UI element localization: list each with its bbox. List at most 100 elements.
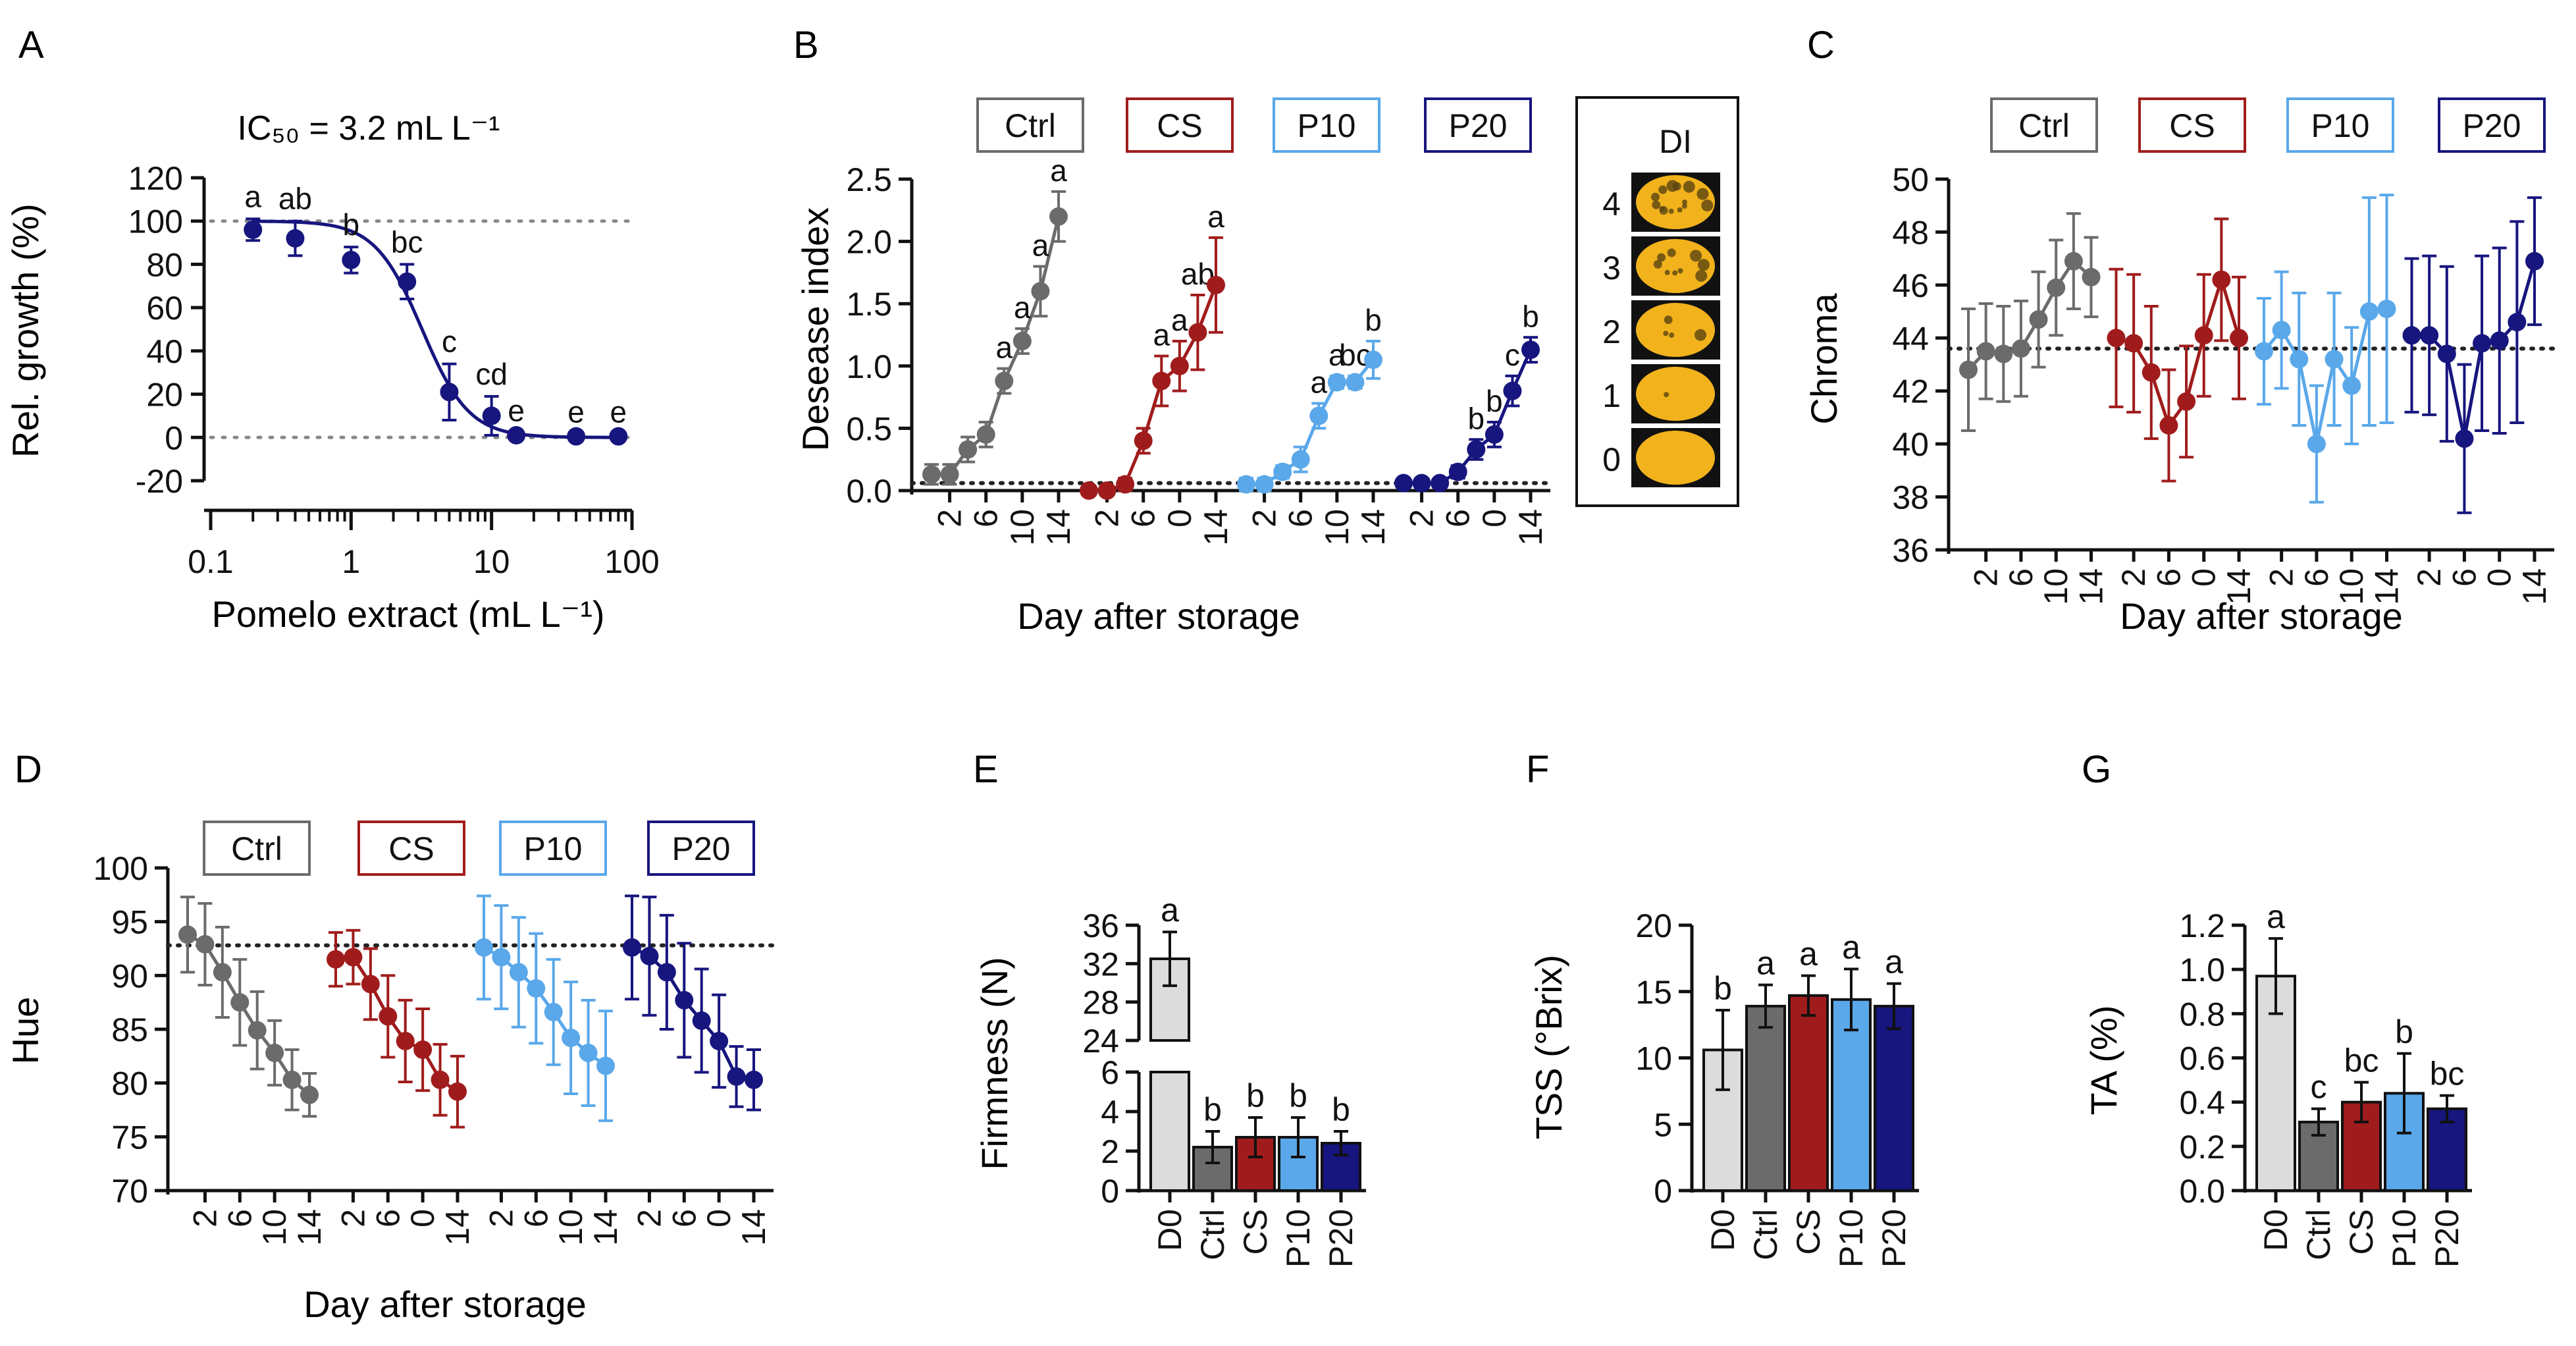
- panel-d-x-tick-label: 6: [666, 1209, 702, 1227]
- panel-c-point-p20: [2525, 252, 2544, 271]
- panel-b-inset-lesion: [1651, 192, 1660, 202]
- panel-g-x-tick-label: D0: [2257, 1209, 2294, 1251]
- panel-b-x-tick-label: 2: [932, 509, 968, 527]
- panel-e-ylabel: Firmness (N): [974, 957, 1015, 1170]
- panel-f-x-tick-label: D0: [1704, 1209, 1741, 1251]
- panel-c-y-tick-label: 46: [1892, 267, 1929, 304]
- panel-g-error-bar: [2311, 1107, 2326, 1137]
- panel-c-xlabel: Day after storage: [2120, 595, 2403, 637]
- panel-b-x-tick-label: 6: [1282, 509, 1319, 527]
- panel-a-x-tick-label: 0.1: [188, 543, 234, 580]
- panel-d-legend-ctrl-label: Ctrl: [231, 830, 282, 867]
- panel-c-x-tick-label: 6: [2446, 568, 2483, 587]
- panel-d-x-tick-label: 2: [631, 1209, 668, 1227]
- panel-b-point-cs: [1097, 481, 1117, 500]
- panel-f-error-bar: [1758, 983, 1773, 1029]
- panel-b-inset-lesion: [1672, 182, 1681, 191]
- panel-b-x-tick-label: 14: [1040, 509, 1077, 546]
- panel-c-x-tick-label: 0: [2481, 568, 2518, 587]
- panel-b-point-cs: [1134, 431, 1153, 450]
- panel-e-error-bar: [1291, 1116, 1305, 1158]
- panel-d-point-ctrl: [230, 993, 250, 1012]
- panel-b-letter-label: c: [1505, 338, 1520, 372]
- panel-c-legend-ctrl-label: Ctrl: [2018, 107, 2070, 144]
- panel-b-inset-lesion: [1664, 315, 1673, 325]
- panel-b-letter-label: a: [1153, 318, 1170, 352]
- panel-d-ylabel: Hue: [5, 997, 46, 1065]
- panel-e-y-tick-label: 6: [1101, 1054, 1119, 1091]
- panel-d-point-ctrl: [248, 1021, 267, 1040]
- panel-b-inset-lesion: [1652, 200, 1661, 209]
- panel-d-point-p20: [692, 1011, 711, 1030]
- panel-d-xlabel: Day after storage: [303, 1283, 587, 1325]
- panel-d-legend-p20-label: P20: [672, 830, 731, 867]
- panel-e-letter-label: b: [1203, 1091, 1222, 1128]
- panel-b-point-cs: [1152, 371, 1171, 390]
- panel-b-x-tick-label: 2: [1089, 509, 1126, 527]
- panel-b-inset-lesion: [1677, 207, 1683, 213]
- panel-e-y-tick-label: 32: [1082, 946, 1119, 983]
- panel-b-x-tick-label: 14: [1355, 509, 1392, 546]
- panel-c-point-ctrl: [1959, 360, 1978, 379]
- panel-g-y-tick-label: 0.2: [2179, 1129, 2225, 1166]
- panel-f: F TSS (°Brix): [1526, 748, 1569, 1139]
- panel-b-inset-lesion: [1657, 253, 1666, 262]
- panel-b-inset-lesion: [1664, 269, 1670, 275]
- panel-b-letter: B: [793, 24, 819, 67]
- panel-d-x-tick-label: 6: [221, 1209, 258, 1227]
- panel-d-point-p10: [527, 979, 546, 998]
- panel-b-point-ctrl: [1012, 331, 1032, 350]
- panel-e-error-bar: [1163, 930, 1177, 987]
- panel-d-point-p20: [640, 946, 659, 965]
- panel-c-x-tick-label: 10: [2037, 568, 2074, 605]
- panel-a-x-tick-label: 100: [604, 543, 659, 580]
- panel-b-x-tick-label: 2: [1246, 509, 1283, 527]
- panel-c-x-tick-label: 2: [2115, 568, 2152, 587]
- panel-e-letter: E: [973, 748, 999, 791]
- panel-b-legend-p20-label: P20: [1449, 107, 1508, 144]
- panel-a-point: [507, 426, 526, 444]
- panel-c-point-p20: [2402, 326, 2421, 345]
- panel-b-inset-fruit: [1636, 367, 1715, 421]
- panel-g-y-tick-label: 1.2: [2179, 907, 2225, 944]
- panel-c-y-tick-label: 40: [1892, 426, 1929, 463]
- panel-d-point-p20: [727, 1067, 746, 1086]
- panel-b-inset-lesion: [1701, 200, 1714, 212]
- panel-g-y-tick-label: 0.0: [2179, 1173, 2225, 1210]
- panel-d-point-p20: [657, 963, 676, 982]
- panel-a-letter-label: a: [244, 179, 261, 213]
- panel-c-y-tick-label: 48: [1892, 214, 1929, 251]
- panel-b-letter-label: a: [1171, 303, 1188, 337]
- panel-d-y-tick-label: 95: [111, 904, 148, 941]
- panel-b-point-p10: [1327, 373, 1346, 392]
- panel-d-y-tick-label: 70: [111, 1173, 148, 1210]
- panel-c-x-tick-label: 6: [2298, 568, 2335, 587]
- panel-f-letter-label: b: [1714, 970, 1732, 1007]
- panel-c-legend-ctrl-box: [1990, 97, 2098, 153]
- panel-b-y-tick-label: 2.0: [846, 224, 892, 261]
- panel-f-error-bar: [1801, 974, 1816, 1017]
- panel-c-y-tick-label: 42: [1892, 373, 1929, 410]
- panel-c-x-tick-label: 14: [2073, 568, 2110, 605]
- panel-d-point-ctrl: [300, 1085, 319, 1104]
- panel-g-letter-label: c: [2311, 1069, 2327, 1106]
- panel-a-y-tick-label: -20: [136, 463, 183, 500]
- panel-d-legend-cs-label: CS: [388, 830, 434, 867]
- panel-g-x-tick-label: CS: [2343, 1209, 2380, 1254]
- panel-b-inset-lesion: [1681, 203, 1687, 209]
- panel-c-point-p20: [2508, 313, 2527, 332]
- panel-b-point-p10: [1364, 350, 1382, 369]
- panel-b-point-p20: [1467, 440, 1486, 459]
- panel-e-y-tick-label: 4: [1101, 1094, 1119, 1131]
- panel-d-x-tick-label: 2: [334, 1209, 371, 1227]
- panel-d-point-p10: [579, 1043, 598, 1062]
- panel-c-point-ctrl: [2064, 252, 2083, 271]
- panel-c-point-cs: [2194, 326, 2213, 345]
- panel-b-inset-lesion: [1659, 206, 1665, 212]
- panel-f-y-tick-label: 10: [1635, 1040, 1672, 1077]
- panel-g-x-tick-label: P10: [2386, 1209, 2423, 1268]
- panel-c-x-tick-label: 0: [2186, 568, 2222, 587]
- panel-c-legend-p20-label: P20: [2463, 107, 2521, 144]
- panel-f-bar-ctrl: [1745, 1004, 1786, 1193]
- panel-c-point-p20: [2455, 429, 2474, 448]
